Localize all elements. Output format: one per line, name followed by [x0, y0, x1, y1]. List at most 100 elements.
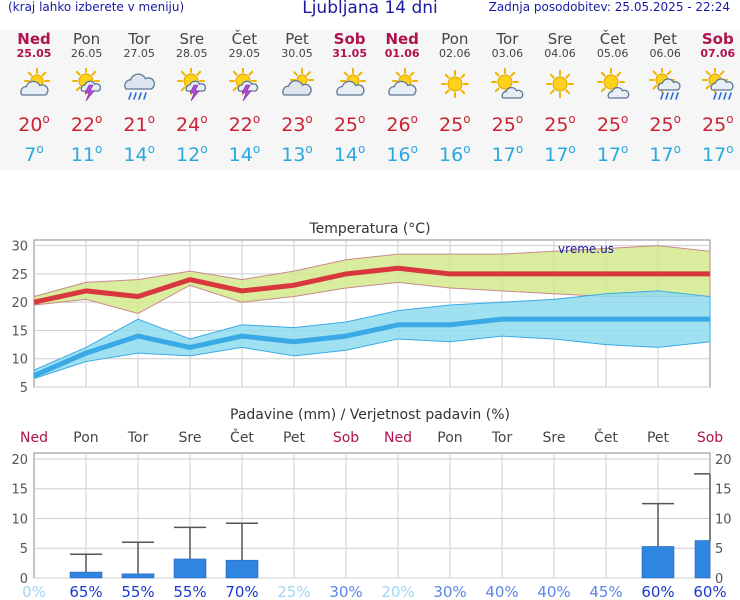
- temp-min: 17o: [533, 137, 587, 167]
- temp-max-value: 24: [176, 114, 201, 136]
- day-column: Pon 02.06 25o 16o: [428, 30, 482, 167]
- temp-max-value: 25: [544, 114, 569, 136]
- temp-max-value: 20: [18, 114, 43, 136]
- precip-bar: [69, 571, 103, 579]
- x-category-label: Ned: [384, 430, 412, 446]
- day-name: Čet: [599, 30, 626, 48]
- last-update: Zadnja posodobitev: 25.05.2025 - 22:24: [488, 0, 730, 14]
- temp-min: 14o: [217, 137, 271, 167]
- day-date: 29.05: [228, 47, 261, 60]
- precip-probability-label: 45%: [589, 583, 622, 600]
- temp-min: 17o: [480, 137, 534, 167]
- partly-cloudy-icon: [335, 68, 366, 96]
- sun-cloud-icon: [596, 68, 629, 99]
- min-temp-line: [33, 316, 710, 378]
- sun-cloud-icon: [491, 68, 524, 99]
- day-date: 31.05: [332, 47, 367, 60]
- temp-max: 25o: [586, 107, 640, 137]
- temp-min: 17o: [586, 137, 640, 167]
- precip-probability-label: 30%: [433, 583, 466, 600]
- x-category-label: Pon: [73, 430, 98, 446]
- degree-symbol: o: [147, 142, 155, 156]
- y-tick-label-right: 20: [715, 453, 732, 468]
- x-category-label: Pet: [283, 430, 306, 446]
- degree-symbol: o: [358, 142, 366, 156]
- y-tick-label-right: 5: [715, 542, 723, 557]
- y-tick-label: 15: [11, 483, 28, 498]
- day-name: Sre: [547, 30, 573, 48]
- x-category-label: Sre: [543, 430, 566, 446]
- precip-probability-label: 55%: [121, 583, 154, 600]
- temp-min-value: 13: [281, 144, 306, 166]
- day-name: Tor: [496, 30, 519, 48]
- temp-min-value: 17: [596, 144, 622, 166]
- precip-probability-label: 40%: [537, 583, 570, 600]
- x-category-label: Pon: [437, 430, 462, 446]
- degree-symbol: o: [305, 142, 313, 156]
- degree-symbol: o: [515, 112, 524, 126]
- temp-min-value: 17: [649, 144, 674, 166]
- degree-symbol: o: [673, 142, 681, 156]
- sun-icon: [440, 70, 469, 98]
- x-category-label: Ned: [20, 430, 48, 446]
- day-name: Sre: [179, 30, 205, 48]
- degree-symbol: o: [726, 112, 734, 126]
- y-tick-label-right: 0: [715, 572, 723, 587]
- x-category-label: Pet: [647, 430, 670, 446]
- temp-min: 16o: [428, 137, 482, 167]
- degree-symbol: o: [568, 112, 576, 126]
- partly-cloudy-icon: [388, 68, 419, 96]
- temp-min: 11o: [60, 137, 114, 167]
- precip-bar: [121, 573, 155, 579]
- temp-max-value: 25: [333, 114, 359, 136]
- temp-max-value: 25: [439, 114, 464, 136]
- day-name: Tor: [128, 30, 151, 48]
- temp-min-value: 17: [544, 144, 569, 166]
- day-column: Pon 26.05 22o 11o: [60, 30, 114, 167]
- temp-max: 21o: [112, 107, 166, 137]
- degree-symbol: o: [621, 142, 629, 156]
- day-date: 07.06: [700, 47, 736, 60]
- y-tick-label: 0: [20, 572, 28, 587]
- header-bar: (kraj lahko izberete v meniju) Ljubljana…: [0, 0, 740, 20]
- degree-symbol: o: [410, 142, 418, 156]
- precipitation-chart: Padavine (mm) / Verjetnost padavin (%) Ne…: [11, 407, 732, 600]
- temp-max-value: 22: [70, 114, 96, 136]
- degree-symbol: o: [726, 142, 734, 156]
- day-column: Sre 28.05 24o 12 o: [165, 30, 219, 167]
- y-tick-label-right: 15: [715, 483, 732, 498]
- temp-max-value: 21: [123, 114, 148, 136]
- precip-probability-label: 65%: [69, 583, 102, 600]
- degree-symbol: o: [515, 142, 524, 156]
- temp-min-value: 17: [702, 144, 727, 166]
- temp-min: 14o: [112, 137, 166, 167]
- day-name: Čet: [231, 30, 258, 48]
- temp-max-value: 23: [281, 114, 306, 136]
- day-name: Ned: [385, 30, 419, 48]
- day-date: 01.06: [384, 47, 420, 60]
- temp-max: 23o: [270, 107, 324, 137]
- temp-min: 14o: [323, 137, 377, 167]
- degree-symbol: o: [200, 112, 208, 126]
- day-date: 05.06: [596, 47, 629, 60]
- day-column: Sob 31.05 25o 14o: [323, 30, 377, 167]
- day-date: 28.05: [176, 47, 208, 60]
- precip-bar: [694, 540, 711, 579]
- day-column: Tor 27.05 21o 14o: [112, 30, 166, 167]
- temp-min-value: 14: [228, 144, 253, 166]
- precip-probability-label: 30%: [329, 583, 362, 600]
- chart-title: Padavine (mm) / Verjetnost padavin (%): [230, 407, 510, 423]
- watermark: vreme.us: [558, 242, 614, 256]
- temp-min-value: 12: [176, 144, 201, 166]
- cloud-rain-icon: [124, 73, 156, 100]
- temp-max-value: 25: [649, 114, 674, 136]
- day-name: Pet: [653, 30, 677, 48]
- x-category-label: Čet: [230, 428, 254, 446]
- temp-max: 24o: [165, 107, 219, 137]
- y-tick-label: 10: [11, 353, 28, 368]
- temp-min-value: 17: [491, 144, 516, 166]
- sun-rain-icon: [649, 68, 681, 100]
- degree-symbol: o: [42, 112, 50, 126]
- precip-probability-label: 25%: [277, 583, 310, 600]
- x-category-label: Sob: [697, 430, 723, 446]
